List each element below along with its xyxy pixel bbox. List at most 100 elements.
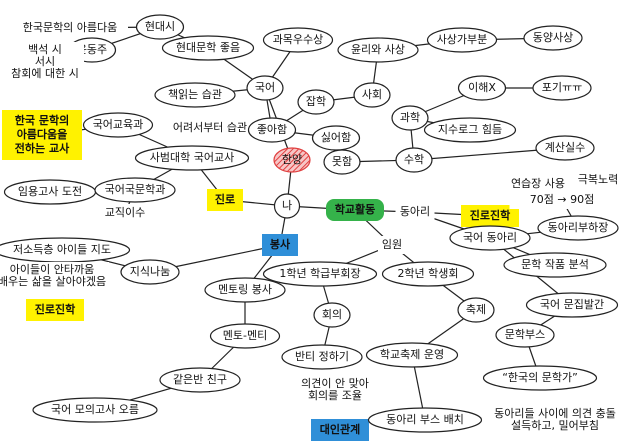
node-bg [489, 406, 621, 434]
node-label: 한국문학의 아름다움 [23, 21, 118, 34]
node-label: 백석 시 [28, 43, 62, 56]
node-bg [100, 204, 150, 222]
node-label: 윤리와 사상 [351, 43, 405, 56]
node-label: 서시 [35, 55, 55, 68]
node-label: 국어 모의고사 오름 [51, 403, 139, 416]
node-label: 포기ㅠㅠ [542, 81, 582, 94]
node-label: 극복노력 [578, 173, 618, 186]
node-oval [457, 75, 507, 101]
node-oval [161, 35, 255, 61]
node-label: 이해X [468, 80, 496, 94]
node-oval [281, 344, 363, 370]
node-highlight [311, 419, 369, 441]
node-label: 사상가부분 [437, 33, 488, 46]
node-oval [482, 365, 598, 391]
node-label: 사회 [362, 88, 382, 101]
node-label: 윤동주 [77, 43, 107, 56]
node-oval [353, 82, 391, 108]
node-label: 국어 문집발간 [540, 298, 604, 311]
node-label: 사범대학 국어교사 [150, 151, 234, 164]
node-bg [378, 236, 406, 254]
node-label: 참회에 대한 시 [11, 67, 79, 80]
node-label: 진로진학 [470, 208, 510, 222]
node-label: 임원 [382, 238, 402, 251]
node-label: 임용고사 도전 [18, 185, 82, 198]
node-bg [509, 191, 615, 209]
node-label: 지식나눔 [130, 265, 170, 278]
node-label: 대인관계 [320, 422, 360, 436]
node-label: 잡학 [306, 95, 326, 108]
node-label: 저소득층 아이들 지도 [13, 243, 111, 256]
node-label: 회의를 조율 [308, 389, 362, 402]
node-oval [311, 125, 361, 151]
node-label: 과학 [400, 111, 420, 124]
node-oval [537, 215, 619, 241]
node-oval [273, 193, 301, 219]
node-label: 국어 동아리 [463, 231, 517, 244]
node-label: 설득하고, 밀어부침 [511, 418, 599, 432]
node-label: 배우는 삶을 살아야겠음 [0, 275, 106, 288]
node-bg [296, 376, 374, 404]
node-oval [120, 259, 180, 285]
node-label: 과목우수상 [273, 33, 324, 46]
node-label: 나 [282, 199, 292, 212]
node-label: 동아리 [400, 205, 430, 218]
node-oval [457, 297, 495, 323]
node-bg [395, 203, 435, 221]
node-oval [154, 82, 236, 108]
node-label: 아름다움을 [17, 127, 68, 141]
node-label: 동아리 부스 배치 [386, 413, 464, 426]
node-oval [273, 147, 311, 173]
node-label: 현대시 [145, 20, 175, 33]
node-oval [365, 342, 459, 368]
node-label: 못함 [332, 155, 352, 168]
node-label: 어려서부터 습관 [173, 121, 247, 134]
node-label: 반티 정하기 [295, 349, 349, 363]
node-label: 지수로그 힘듬 [438, 123, 502, 136]
node-oval [532, 75, 592, 101]
node-oval [381, 261, 475, 287]
node-label: 학교축제 운영 [380, 348, 444, 361]
node-label: 동양사상 [533, 31, 573, 44]
node-oval [503, 252, 607, 278]
node-highlight [207, 189, 243, 211]
node-oval [262, 27, 334, 53]
node-oval [523, 25, 583, 51]
node-oval [262, 261, 378, 287]
node-label: 아이들이 안타까움 [10, 263, 94, 276]
node-label: 70점 → 90점 [530, 193, 594, 206]
node-label: 동아리부하장 [548, 220, 609, 234]
node-oval [395, 147, 433, 173]
node-oval [94, 177, 176, 203]
node-label: 멘토-멘티 [223, 329, 267, 342]
node-label: 봉사 [270, 237, 291, 251]
node-oval [426, 27, 498, 53]
node-oval [297, 89, 335, 115]
node-oval [525, 292, 619, 318]
node-bg [0, 262, 109, 290]
node-oval [495, 322, 555, 348]
node-label: 한양 [282, 153, 302, 166]
node-label: 문학 작품 분석 [521, 258, 589, 271]
node-highlight [26, 299, 84, 321]
node-label: 문학부스 [505, 328, 545, 341]
node-highlight [2, 110, 82, 160]
node-label: “한국의 문학가” [502, 371, 578, 384]
node-label: 국어 [255, 81, 275, 94]
node-oval [535, 135, 595, 161]
node-oval [159, 367, 241, 393]
node-highlight [326, 199, 384, 221]
node-oval [246, 75, 284, 101]
node-label: 1학년 학급부회장 [279, 267, 360, 280]
node-oval [423, 117, 517, 143]
node-oval [247, 117, 297, 143]
node-label: 수학 [404, 153, 424, 166]
node-label: 계산실수 [545, 141, 585, 154]
node-label: 전하는 교사 [15, 141, 70, 155]
node-highlight [262, 234, 298, 256]
node-oval [313, 302, 351, 328]
node-label: 좋아함 [257, 123, 287, 136]
node-label: 학교활동 [335, 202, 375, 216]
node-label: 진로 [215, 192, 235, 206]
